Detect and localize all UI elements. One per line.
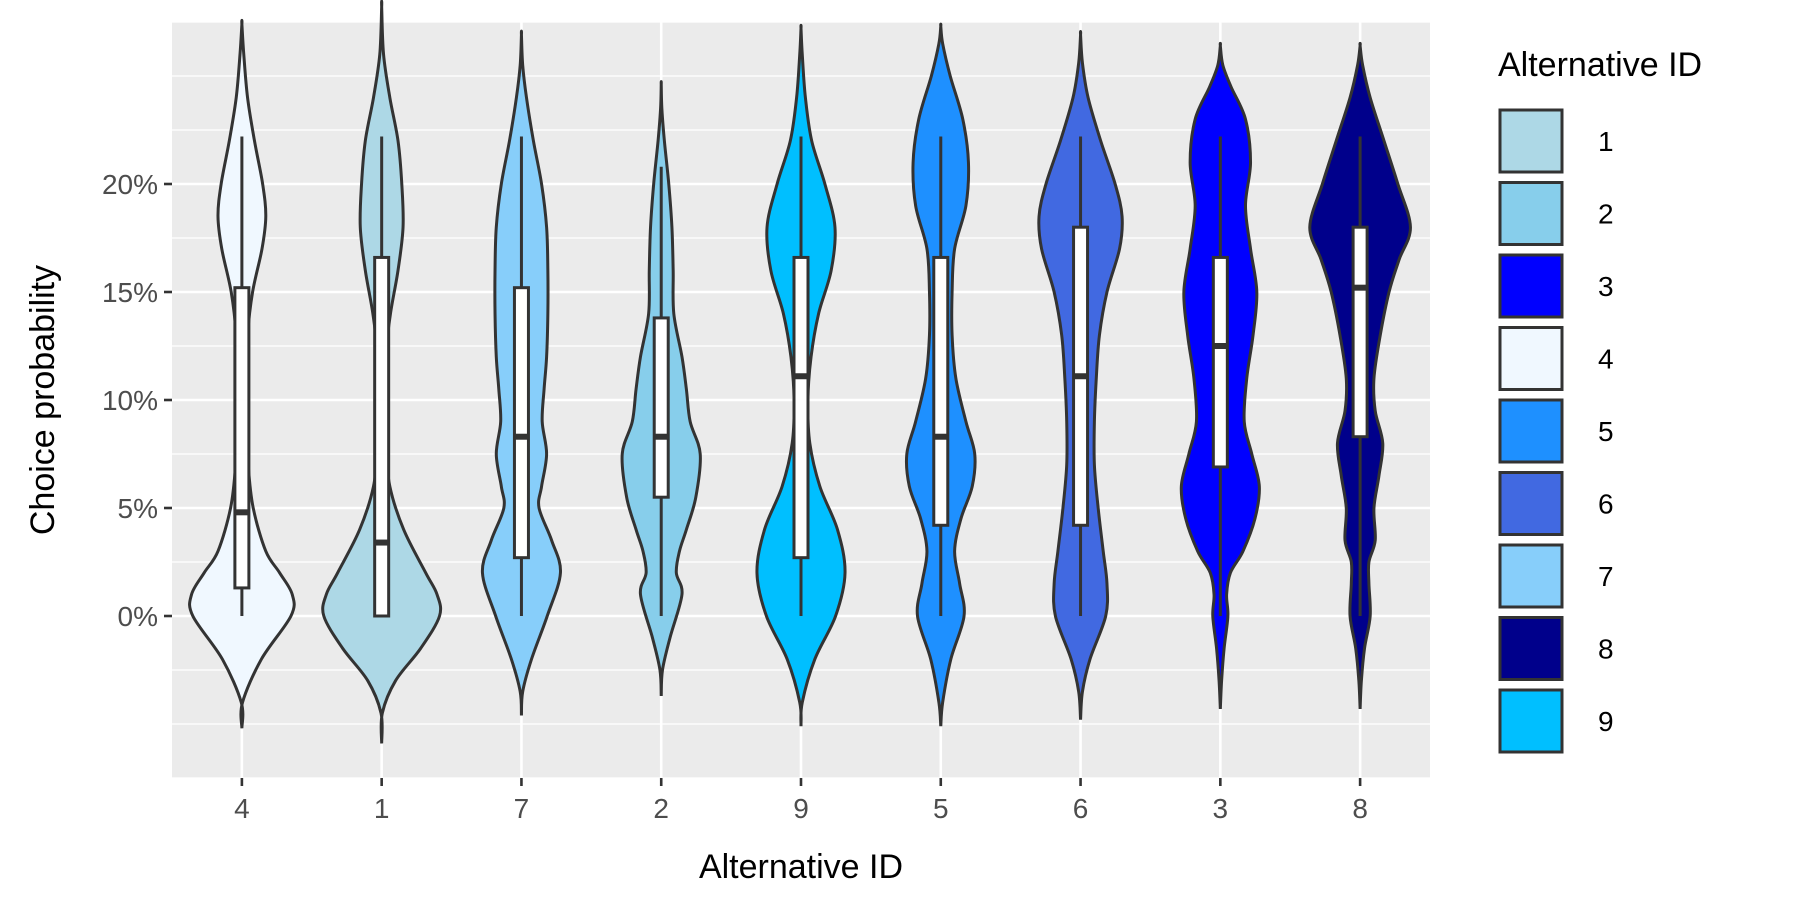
- violin-group-1: [321, 0, 443, 744]
- legend-key-8: [1498, 616, 1564, 681]
- x-tick-label: 2: [653, 793, 669, 824]
- box-1: [373, 255, 391, 618]
- legend-key-4: [1498, 326, 1564, 391]
- violin-group-6: [1037, 29, 1124, 720]
- box-9: [792, 255, 810, 560]
- legend-label-9: 9: [1598, 706, 1614, 737]
- y-axis-title: Choice probability: [24, 265, 62, 535]
- x-tick-label: 6: [1073, 793, 1089, 824]
- legend-label-4: 4: [1598, 344, 1614, 375]
- legend-key-6: [1498, 471, 1564, 536]
- violin-group-8: [1308, 41, 1412, 709]
- legend: Alternative ID 1 2 3 4 5 6 7 8 9: [1498, 46, 1702, 754]
- legend-key-3: [1498, 253, 1564, 319]
- y-tick-label: 5%: [118, 493, 158, 524]
- box-8: [1351, 225, 1369, 439]
- legend-key-5: [1498, 398, 1564, 464]
- legend-items: 1 2 3 4 5 6 7 8 9: [1498, 108, 1614, 754]
- violin-group-7: [480, 29, 562, 716]
- x-tick-label: 7: [514, 793, 530, 824]
- legend-label-3: 3: [1598, 271, 1614, 302]
- legend-key-2: [1498, 181, 1564, 246]
- box-5: [932, 255, 950, 527]
- legend-key-1: [1498, 108, 1564, 174]
- violin-group-5: [904, 22, 977, 727]
- x-tick-label: 4: [234, 793, 250, 824]
- legend-title: Alternative ID: [1498, 46, 1702, 84]
- y-tick-label: 15%: [102, 277, 158, 308]
- legend-label-2: 2: [1598, 199, 1614, 230]
- legend-key-7: [1498, 543, 1564, 609]
- violin-group-3: [1179, 41, 1261, 709]
- x-axis: 4 1 7 2 9 5 6 3 8: [234, 778, 1368, 824]
- x-tick-label: 9: [793, 793, 809, 824]
- box-4: [233, 286, 251, 590]
- y-tick-label: 20%: [102, 169, 158, 200]
- x-axis-title: Alternative ID: [699, 848, 903, 886]
- legend-label-6: 6: [1598, 489, 1614, 520]
- violin-group-9: [755, 23, 847, 727]
- legend-label-5: 5: [1598, 416, 1614, 447]
- y-tick-label: 10%: [102, 385, 158, 416]
- legend-label-7: 7: [1598, 561, 1614, 592]
- x-tick-label: 1: [374, 793, 390, 824]
- violins: [188, 0, 1412, 744]
- box-7: [512, 286, 530, 560]
- y-tick-label: 0%: [118, 601, 158, 632]
- violin-group-4: [188, 18, 296, 729]
- legend-label-1: 1: [1598, 126, 1614, 157]
- legend-label-8: 8: [1598, 634, 1614, 665]
- x-tick-label: 8: [1352, 793, 1368, 824]
- y-axis: 0% 5% 10% 15% 20%: [102, 169, 172, 632]
- legend-key-9: [1498, 688, 1564, 754]
- x-tick-label: 5: [933, 793, 949, 824]
- violin-group-2: [620, 80, 702, 696]
- box-2: [652, 316, 670, 499]
- x-tick-label: 3: [1213, 793, 1229, 824]
- box-3: [1211, 255, 1229, 469]
